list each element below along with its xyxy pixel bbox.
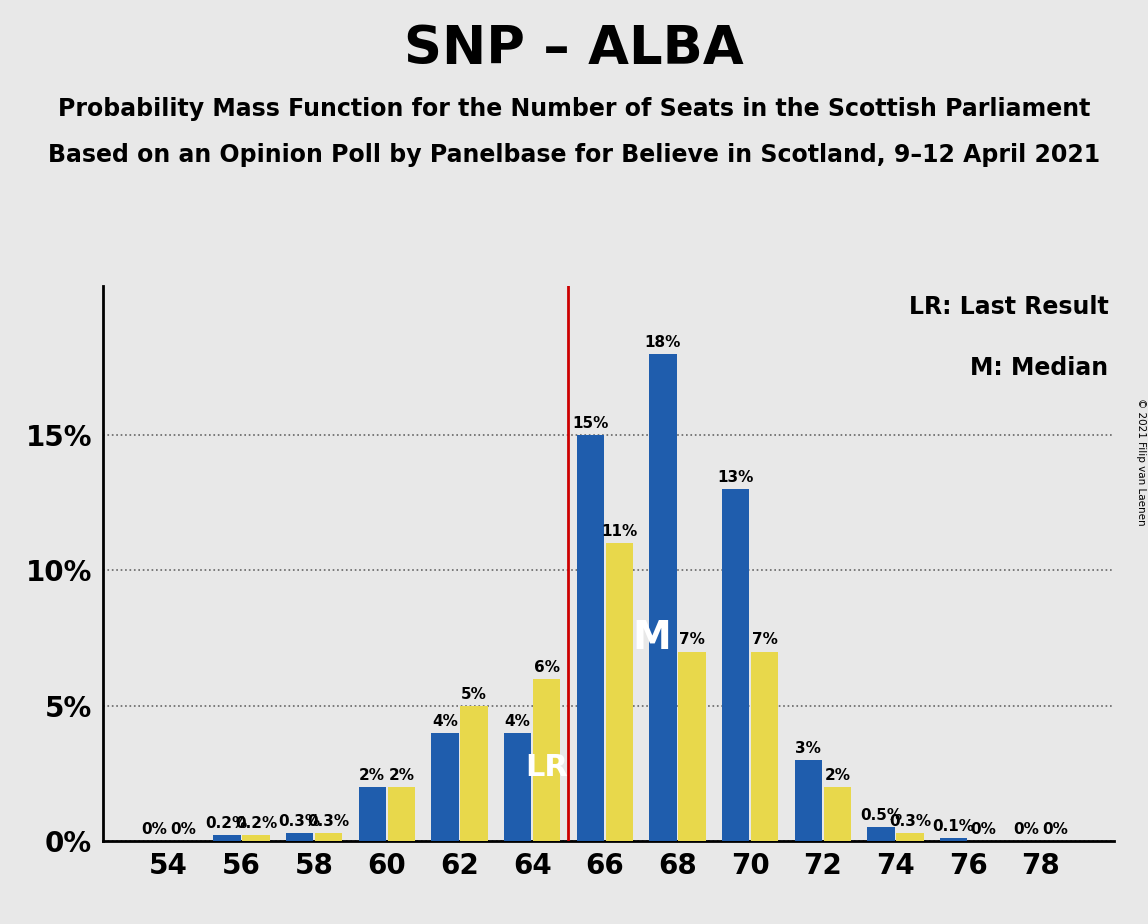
Text: 0%: 0% [141, 821, 168, 837]
Text: 0.2%: 0.2% [205, 817, 248, 832]
Bar [286, 833, 313, 841]
Text: 4%: 4% [432, 713, 458, 729]
Bar [315, 833, 342, 841]
Text: 2%: 2% [824, 768, 851, 783]
Bar [940, 838, 968, 841]
Bar [678, 651, 706, 841]
Bar [868, 827, 894, 841]
Bar [794, 760, 822, 841]
Text: 5%: 5% [461, 687, 487, 701]
Text: Based on an Opinion Poll by Panelbase for Believe in Scotland, 9–12 April 2021: Based on an Opinion Poll by Panelbase fo… [48, 143, 1100, 167]
Text: 13%: 13% [718, 470, 754, 485]
Text: SNP – ALBA: SNP – ALBA [404, 23, 744, 75]
Bar [460, 706, 488, 841]
Text: 0.2%: 0.2% [235, 817, 277, 832]
Text: 0%: 0% [1014, 821, 1039, 837]
Bar [722, 490, 750, 841]
Text: 0%: 0% [170, 821, 196, 837]
Text: © 2021 Filip van Laenen: © 2021 Filip van Laenen [1135, 398, 1146, 526]
Bar [504, 733, 532, 841]
Text: 0.5%: 0.5% [860, 808, 902, 823]
Text: LR: LR [526, 753, 568, 783]
Bar [897, 833, 924, 841]
Text: 0.3%: 0.3% [308, 814, 350, 829]
Bar [650, 354, 676, 841]
Bar [214, 835, 240, 841]
Text: M: Median: M: Median [970, 356, 1109, 380]
Text: 0%: 0% [970, 821, 995, 837]
Bar [824, 786, 851, 841]
Text: 3%: 3% [796, 741, 821, 756]
Bar [751, 651, 778, 841]
Text: 18%: 18% [645, 335, 681, 350]
Text: 0.3%: 0.3% [279, 814, 320, 829]
Bar [242, 835, 270, 841]
Text: 0.3%: 0.3% [889, 814, 931, 829]
Text: 6%: 6% [534, 660, 560, 675]
Text: 0.1%: 0.1% [932, 819, 975, 834]
Bar [576, 435, 604, 841]
Text: M: M [633, 619, 672, 657]
Bar [533, 678, 560, 841]
Text: 15%: 15% [572, 416, 608, 432]
Bar [606, 543, 633, 841]
Text: 2%: 2% [388, 768, 414, 783]
Text: 4%: 4% [505, 713, 530, 729]
Text: 2%: 2% [359, 768, 386, 783]
Bar [358, 786, 386, 841]
Bar [388, 786, 414, 841]
Text: 11%: 11% [602, 524, 637, 540]
Text: 0%: 0% [1042, 821, 1069, 837]
Text: 7%: 7% [752, 632, 777, 648]
Text: 7%: 7% [680, 632, 705, 648]
Text: Probability Mass Function for the Number of Seats in the Scottish Parliament: Probability Mass Function for the Number… [57, 97, 1091, 121]
Bar [432, 733, 458, 841]
Text: LR: Last Result: LR: Last Result [909, 295, 1109, 319]
